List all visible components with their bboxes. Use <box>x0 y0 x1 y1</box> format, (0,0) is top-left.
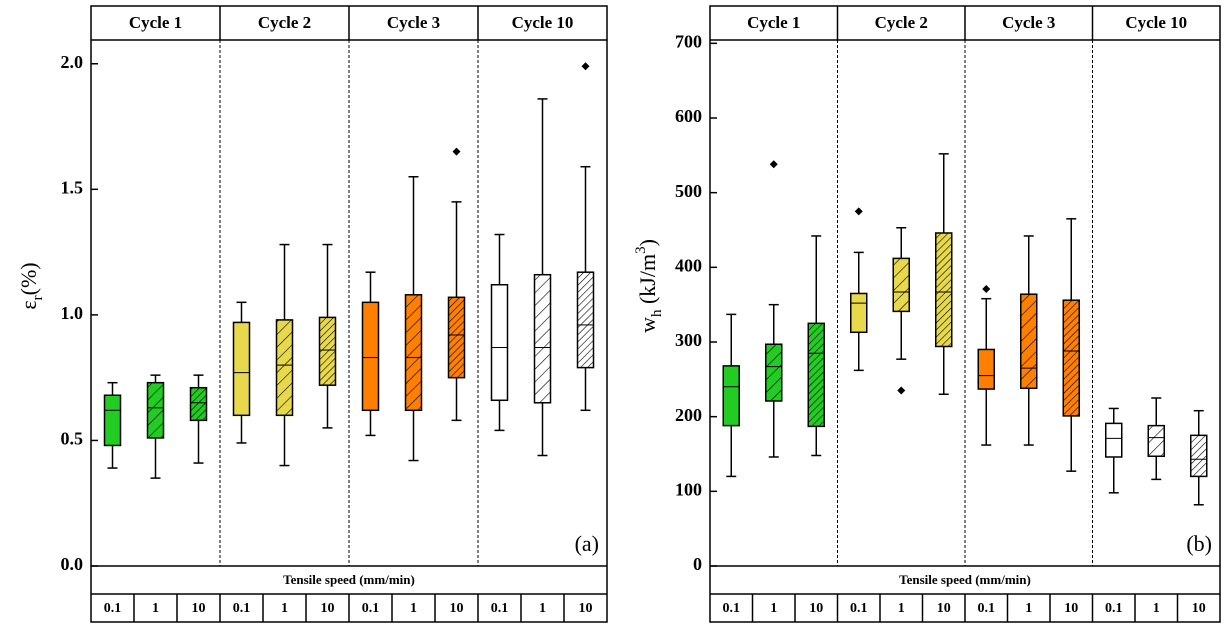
group-header: Cycle 2 <box>258 13 311 32</box>
y-axis-label-part: ) <box>635 239 660 246</box>
y-tick-label: 300 <box>675 330 702 350</box>
box <box>361 301 380 412</box>
x-tick-label: 0.1 <box>491 601 509 616</box>
y-tick-label: 0.0 <box>61 554 84 574</box>
x-tick-label: 10 <box>809 601 823 616</box>
group-header: Cycle 3 <box>1002 13 1055 32</box>
y-tick-label: 200 <box>675 405 702 425</box>
x-tick-label: 0.1 <box>978 601 996 616</box>
box <box>404 294 423 412</box>
x-tick-label: 10 <box>450 601 464 616</box>
x-axis-label: Tensile speed (mm/min) <box>899 572 1031 587</box>
y-tick-label: 1.0 <box>61 303 84 323</box>
box <box>765 343 783 402</box>
y-tick-label: 0.5 <box>61 429 84 449</box>
y-axis-label: εr(%) <box>16 262 46 309</box>
x-tick-label: 1 <box>1153 601 1160 616</box>
box <box>1105 422 1123 458</box>
box <box>318 316 337 386</box>
x-tick-label: 1 <box>152 601 159 616</box>
group-header: Cycle 10 <box>1125 13 1187 32</box>
y-axis-label-part: (%) <box>16 262 41 295</box>
panel: 0.0 0.5 1.0 1.5 2.0 εr(%) Cycle 1 Cycle 2 Cycle … <box>16 5 608 623</box>
x-tick-label: 10 <box>1064 601 1078 616</box>
y-tick-label: 100 <box>675 479 702 499</box>
group-header: Cycle 1 <box>747 13 800 32</box>
x-tick-label: 0.1 <box>233 601 251 616</box>
panel-label: (a) <box>575 531 599 556</box>
outlier <box>897 386 906 395</box>
y-axis-label-part: h <box>649 309 665 317</box>
x-tick-label: 1 <box>281 601 288 616</box>
x-tick-label: 0.1 <box>850 601 868 616</box>
outlier <box>452 147 461 156</box>
box <box>447 296 466 379</box>
y-tick-label: 400 <box>675 255 702 275</box>
box <box>490 283 509 402</box>
y-tick-label: 600 <box>675 106 702 126</box>
box <box>533 273 552 404</box>
x-tick-label: 10 <box>192 601 206 616</box>
y-axis-label-part: 3 <box>633 246 649 254</box>
box <box>1190 434 1208 478</box>
group-header: Cycle 3 <box>387 13 440 32</box>
x-tick-label: 10 <box>321 601 335 616</box>
outlier <box>581 62 590 71</box>
group-header: Cycle 2 <box>875 13 928 32</box>
x-tick-label: 1 <box>410 601 417 616</box>
frame <box>90 5 608 623</box>
outlier <box>769 160 778 169</box>
x-tick-label: 1 <box>898 601 905 616</box>
y-axis-label-part: ε <box>16 300 41 309</box>
box <box>1062 299 1080 417</box>
box <box>892 257 910 313</box>
y-axis-label-part: w <box>635 317 660 333</box>
box <box>146 381 165 439</box>
x-tick-label: 0.1 <box>362 601 380 616</box>
box <box>850 292 868 334</box>
y-tick-label: 2.0 <box>61 52 84 72</box>
box <box>189 386 208 422</box>
group-header: Cycle 10 <box>512 13 574 32</box>
x-tick-label: 10 <box>937 601 951 616</box>
y-axis-label: wh (kJ/m3) <box>633 239 665 333</box>
box <box>935 232 953 348</box>
box <box>722 365 740 427</box>
box <box>232 321 251 417</box>
frame <box>709 5 1221 623</box>
x-tick-label: 10 <box>579 601 593 616</box>
x-tick-label: 1 <box>539 601 546 616</box>
box <box>576 271 595 369</box>
y-tick-label: 700 <box>675 31 702 51</box>
y-tick-label: 0 <box>693 554 702 574</box>
box <box>1020 293 1038 390</box>
x-tick-label: 10 <box>1192 601 1206 616</box>
x-tick-label: 0.1 <box>104 601 122 616</box>
x-tick-label: 0.1 <box>1105 601 1123 616</box>
box <box>275 319 294 417</box>
x-tick-label: 0.1 <box>723 601 741 616</box>
box <box>807 322 825 428</box>
outlier <box>854 207 863 216</box>
panel-label: (b) <box>1186 531 1212 556</box>
y-axis-label-part: r <box>30 295 46 300</box>
panel: 0 100 200 300 400 500 600 700 wh (kJ/m3) Cycle 1 C… <box>633 5 1221 623</box>
box <box>1147 424 1165 457</box>
y-axis-label-part: (kJ/m <box>635 254 660 310</box>
y-tick-label: 500 <box>675 181 702 201</box>
y-tick-label: 1.5 <box>61 177 84 197</box>
outlier <box>982 284 991 293</box>
group-header: Cycle 1 <box>129 13 182 32</box>
x-axis-label: Tensile speed (mm/min) <box>283 572 415 587</box>
x-tick-label: 1 <box>770 601 777 616</box>
x-tick-label: 1 <box>1025 601 1032 616</box>
box <box>103 394 122 447</box>
box <box>977 348 995 390</box>
